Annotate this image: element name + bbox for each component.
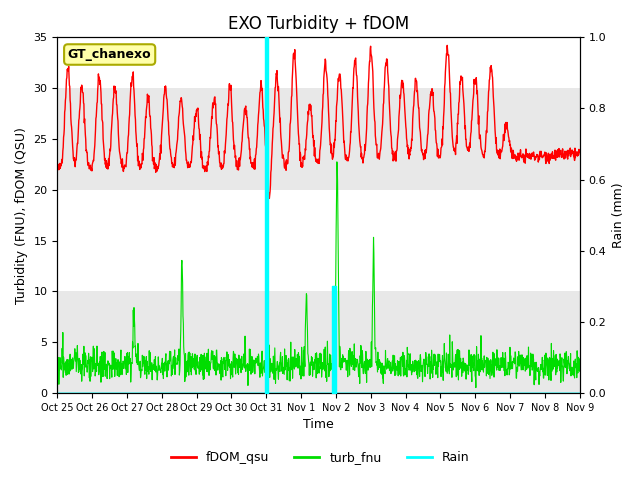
Y-axis label: Rain (mm): Rain (mm): [612, 182, 625, 248]
X-axis label: Time: Time: [303, 419, 334, 432]
Title: EXO Turbidity + fDOM: EXO Turbidity + fDOM: [228, 15, 409, 33]
Y-axis label: Turbidity (FNU), fDOM (QSU): Turbidity (FNU), fDOM (QSU): [15, 127, 28, 304]
Legend: fDOM_qsu, turb_fnu, Rain: fDOM_qsu, turb_fnu, Rain: [166, 446, 474, 469]
Bar: [58, 88, 580, 190]
Text: GT_chanexo: GT_chanexo: [68, 48, 152, 61]
Bar: [58, 291, 580, 393]
